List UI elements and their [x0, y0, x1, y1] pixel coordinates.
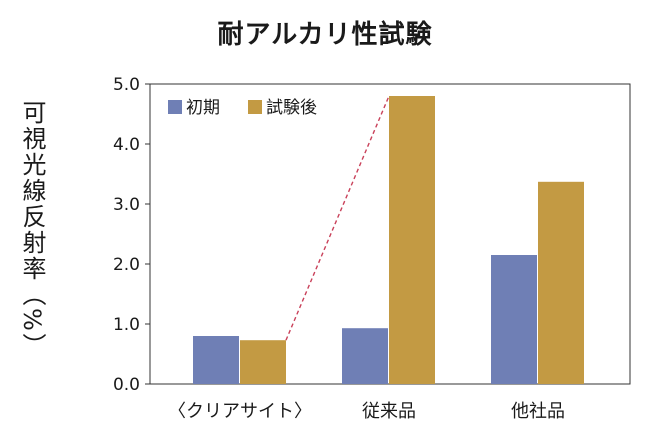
y-tick-label: 1.0 — [113, 315, 140, 335]
comparison-dashed-line — [285, 95, 390, 341]
bar-initial-1 — [342, 328, 388, 384]
y-tick-label: 2.0 — [113, 255, 140, 275]
bar-after-test-2 — [538, 181, 584, 384]
y-tick-label: 5.0 — [113, 75, 140, 95]
y-tick-label: 0.0 — [113, 375, 140, 395]
bar-initial-2 — [491, 255, 537, 384]
legend-label: 初期 — [186, 98, 220, 118]
legend-label: 試験後 — [266, 98, 317, 118]
y-axis-label: 可視光線反射率（%） — [18, 100, 46, 359]
bar-after-test-0 — [240, 340, 286, 384]
chart-title: 耐アルカリ性試験 — [217, 20, 433, 50]
y-tick-label: 4.0 — [113, 135, 140, 155]
x-category-label: 〈クリアサイト〉 — [168, 401, 312, 422]
bar-after-test-1 — [389, 96, 435, 384]
x-category-label: 従来品 — [362, 401, 416, 422]
y-tick-label: 3.0 — [113, 195, 140, 215]
bar-initial-0 — [193, 336, 239, 384]
legend-swatch — [248, 100, 262, 114]
x-category-label: 他社品 — [511, 401, 565, 422]
legend-swatch — [168, 100, 182, 114]
